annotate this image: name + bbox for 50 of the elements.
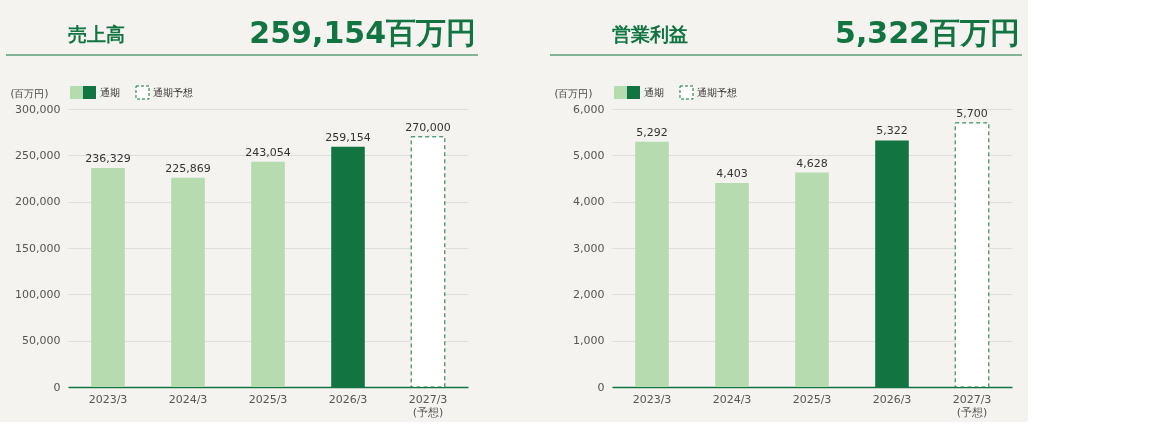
x-tick-label: 2024/3 bbox=[712, 392, 752, 406]
x-tick-label: 2023/3 bbox=[88, 392, 128, 406]
data-label: 243,054 bbox=[245, 145, 291, 159]
bar bbox=[635, 141, 669, 387]
chart-subtitle: 259,154百万円 bbox=[249, 15, 476, 50]
y-tick-label: 200,000 bbox=[15, 195, 61, 209]
bar bbox=[795, 172, 829, 387]
y-tick-label: 2,000 bbox=[573, 287, 605, 301]
chart-title: 売上高 bbox=[68, 23, 125, 45]
x-tick-label: 2027/3 (予想) bbox=[408, 392, 448, 419]
x-tick-label: 2027/3 (予想) bbox=[952, 392, 992, 419]
x-tick-label: 2026/3 bbox=[872, 392, 912, 406]
x-tick-label: 2025/3 bbox=[248, 392, 288, 406]
y-tick-label: 6,000 bbox=[573, 102, 605, 116]
data-label: 5,292 bbox=[636, 125, 668, 139]
bar bbox=[715, 182, 749, 387]
data-label: 4,403 bbox=[716, 166, 748, 180]
y-axis-title: (百万円) bbox=[10, 87, 49, 99]
y-tick-label: 300,000 bbox=[15, 102, 61, 116]
data-label: 270,000 bbox=[405, 120, 451, 134]
data-label: 5,322 bbox=[876, 124, 908, 138]
x-tick-label: 2025/3 bbox=[792, 392, 832, 406]
data-label: 5,700 bbox=[956, 106, 988, 120]
legend-label: 通期予想 bbox=[697, 87, 737, 98]
y-axis-title: (百万円) bbox=[554, 87, 593, 99]
y-tick-label: 3,000 bbox=[573, 241, 605, 255]
x-tick-label: 2024/3 bbox=[168, 392, 208, 406]
y-tick-label: 1,000 bbox=[573, 334, 605, 348]
bar bbox=[171, 177, 205, 387]
y-tick-label: 4,000 bbox=[573, 195, 605, 209]
y-tick-label: 5,000 bbox=[573, 148, 605, 162]
data-label: 4,628 bbox=[796, 156, 828, 170]
x-tick-label: 2023/3 bbox=[632, 392, 672, 406]
legend-label: 通期予想 bbox=[153, 87, 193, 98]
y-tick-label: 0 bbox=[53, 380, 61, 394]
y-tick-label: 50,000 bbox=[22, 334, 61, 348]
bar bbox=[91, 168, 125, 387]
chart-subtitle: 5,322百万円 bbox=[835, 15, 1020, 50]
y-tick-label: 0 bbox=[597, 380, 605, 394]
y-tick-label: 150,000 bbox=[15, 241, 61, 255]
y-tick-label: 250,000 bbox=[15, 148, 61, 162]
data-label: 225,869 bbox=[165, 161, 211, 175]
data-label: 259,154 bbox=[325, 130, 371, 144]
data-label: 236,329 bbox=[85, 152, 131, 165]
x-tick-label: 2026/3 bbox=[328, 392, 368, 406]
legend-label: 通期 bbox=[644, 87, 664, 98]
y-tick-label: 100,000 bbox=[15, 287, 61, 301]
bar bbox=[251, 161, 285, 387]
chart-title: 営業利益 bbox=[612, 23, 688, 45]
legend-label: 通期 bbox=[100, 87, 120, 98]
